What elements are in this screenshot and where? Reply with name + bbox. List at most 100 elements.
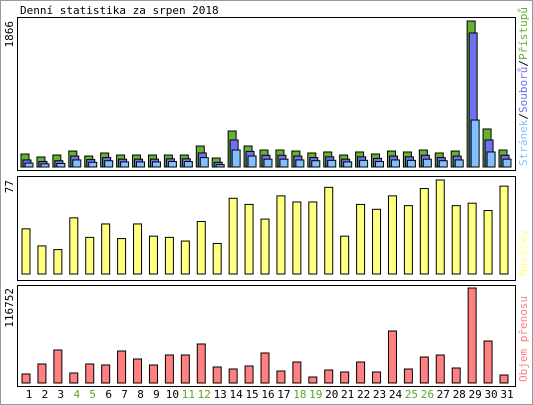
- bar: [215, 164, 225, 168]
- legend-separator: /: [517, 60, 530, 67]
- x-tick-label: 29: [469, 388, 482, 401]
- bar: [422, 158, 432, 168]
- panel: [17, 17, 516, 171]
- y-tick-label: 77: [3, 180, 16, 193]
- bar: [180, 354, 190, 384]
- bar: [196, 343, 206, 384]
- bar: [231, 149, 241, 168]
- bar: [263, 158, 273, 168]
- bar: [260, 352, 270, 384]
- bar: [343, 161, 353, 168]
- bar: [295, 159, 305, 168]
- x-tick-label: 12: [198, 388, 211, 401]
- bar: [372, 371, 382, 384]
- x-tick-label: 26: [421, 388, 434, 401]
- x-tick-label: 20: [325, 388, 338, 401]
- x-tick-label: 4: [73, 388, 80, 401]
- x-tick-label: 30: [484, 388, 497, 401]
- bar: [53, 349, 63, 384]
- legend-entry: Přístupů: [517, 7, 530, 60]
- bar: [356, 361, 366, 384]
- bar: [406, 159, 416, 168]
- bar: [276, 370, 286, 384]
- y-tick-label: 1866: [3, 21, 16, 48]
- x-tick-label: 27: [437, 388, 450, 401]
- bar: [359, 159, 369, 168]
- x-tick-label: 17: [277, 388, 290, 401]
- bar: [21, 228, 31, 275]
- bar: [499, 374, 509, 384]
- legend: Objem přenosu: [517, 296, 530, 382]
- x-tick-label: 22: [357, 388, 370, 401]
- bar: [244, 365, 254, 384]
- x-tick-label: 15: [245, 388, 258, 401]
- x-tick-label: 3: [58, 388, 65, 401]
- bar: [372, 208, 382, 275]
- bar: [37, 363, 47, 384]
- bar: [101, 364, 111, 384]
- bar: [85, 236, 95, 275]
- bar: [120, 161, 130, 168]
- bar: [69, 372, 79, 384]
- bar: [180, 240, 190, 275]
- bar: [117, 350, 127, 384]
- bar: [72, 159, 82, 168]
- bar: [196, 221, 206, 275]
- x-tick-label: 21: [341, 388, 354, 401]
- bar: [470, 119, 480, 168]
- bar: [183, 161, 193, 168]
- bar: [390, 159, 400, 168]
- bar: [117, 238, 127, 275]
- x-tick-label: 16: [261, 388, 274, 401]
- bar: [37, 245, 47, 275]
- bar: [292, 201, 302, 275]
- bar: [24, 162, 34, 168]
- bar: [502, 158, 512, 168]
- x-tick-label: 28: [453, 388, 466, 401]
- x-tick-label: 5: [89, 388, 96, 401]
- x-tick-label: 11: [182, 388, 195, 401]
- x-tick-label: 8: [137, 388, 144, 401]
- x-tick-label: 2: [42, 388, 49, 401]
- bar: [69, 217, 79, 275]
- bar: [88, 161, 98, 168]
- bar: [228, 197, 238, 275]
- bar: [403, 368, 413, 384]
- x-tick-label: 1: [26, 388, 33, 401]
- bar: [467, 202, 477, 275]
- bar: [435, 354, 445, 384]
- bar: [435, 179, 445, 275]
- x-tick-label: 14: [230, 388, 244, 401]
- bar: [40, 163, 50, 168]
- bar: [136, 161, 146, 168]
- bar: [340, 235, 350, 275]
- x-tick-label: 13: [214, 388, 227, 401]
- legend: Stránek/Souborů/Přístupů: [517, 7, 530, 166]
- bar: [85, 363, 95, 384]
- bar: [104, 160, 114, 168]
- x-tick-label: 23: [373, 388, 386, 401]
- bar: [247, 155, 257, 168]
- bar: [21, 373, 31, 384]
- bar: [164, 354, 174, 384]
- bar: [419, 188, 429, 275]
- bar: [467, 287, 477, 384]
- bar: [53, 249, 63, 275]
- bar: [308, 201, 318, 275]
- legend-separator: /: [517, 113, 530, 120]
- chart-title: Denní statistika za srpen 2018: [20, 4, 219, 17]
- bar: [228, 368, 238, 384]
- bar: [133, 223, 143, 275]
- bar: [419, 356, 429, 384]
- bar: [451, 205, 461, 275]
- bar: [324, 369, 334, 384]
- bar: [340, 371, 350, 384]
- bar: [244, 203, 254, 275]
- bar: [324, 186, 334, 275]
- bar: [276, 195, 286, 275]
- bar: [101, 223, 111, 275]
- x-tick-label: 31: [500, 388, 513, 401]
- bar: [311, 160, 321, 168]
- legend-entry: Souborů: [517, 67, 530, 113]
- bar: [133, 358, 143, 384]
